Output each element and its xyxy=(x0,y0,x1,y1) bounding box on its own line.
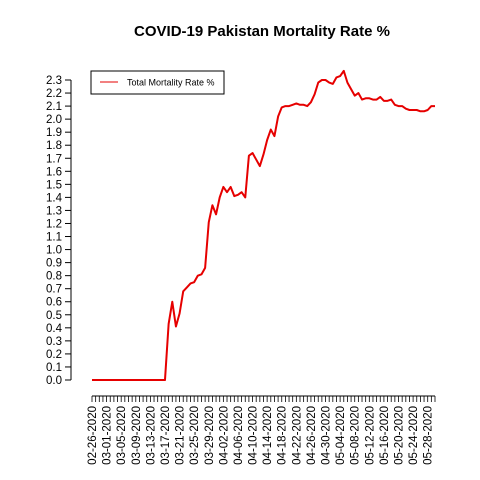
x-tick-label: 04-26-2020 xyxy=(306,406,318,465)
y-tick-label: 0.7 xyxy=(46,284,62,296)
chart-title: COVID-19 Pakistan Mortality Rate % xyxy=(134,23,390,40)
y-tick-label: 1.4 xyxy=(46,192,63,204)
x-tick-label: 04-10-2020 xyxy=(248,406,260,465)
x-tick-label: 03-05-2020 xyxy=(116,406,128,465)
x-tick-label: 05-12-2020 xyxy=(364,406,376,465)
y-tick-label: 0.6 xyxy=(46,297,62,309)
x-tick-label: 04-30-2020 xyxy=(321,406,333,465)
x-tick-label: 04-18-2020 xyxy=(277,406,289,465)
x-tick-label: 03-21-2020 xyxy=(175,406,187,465)
x-tick-label: 05-08-2020 xyxy=(350,406,362,465)
x-tick-label: 04-14-2020 xyxy=(262,406,274,465)
y-tick-label: 0.9 xyxy=(46,258,62,270)
x-tick-label: 05-16-2020 xyxy=(379,406,391,465)
x-tick-label: 03-09-2020 xyxy=(131,406,143,465)
x-tick-label: 03-01-2020 xyxy=(102,406,114,465)
y-tick-label: 1.2 xyxy=(46,218,62,230)
series-layer xyxy=(92,69,435,381)
y-tick-label: 1.8 xyxy=(46,140,62,152)
x-tick-label: 03-17-2020 xyxy=(160,406,172,465)
legend-label: Total Mortality Rate % xyxy=(127,78,215,88)
y-tick-label: 0.3 xyxy=(46,336,62,348)
y-tick-label: 0.5 xyxy=(46,310,62,322)
y-tick-label: 2.0 xyxy=(46,114,62,126)
x-tick-label: 05-24-2020 xyxy=(408,406,420,465)
x-tick-label: 03-25-2020 xyxy=(189,406,201,465)
x-tick-label: 04-02-2020 xyxy=(218,406,230,465)
y-tick-label: 0.1 xyxy=(46,362,62,374)
y-tick-label: 1.3 xyxy=(46,205,62,217)
y-tick-label: 1.7 xyxy=(46,153,62,165)
x-tick-label: 05-04-2020 xyxy=(335,406,347,465)
y-tick-label: 2.3 xyxy=(46,75,62,87)
y-tick-label: 1.1 xyxy=(46,232,62,244)
x-tick-label: 04-06-2020 xyxy=(233,406,245,465)
y-tick-label: 2.2 xyxy=(46,88,62,100)
y-tick-label: 1.6 xyxy=(46,166,62,178)
x-tick-label: 02-26-2020 xyxy=(87,406,99,465)
y-tick-label: 0.4 xyxy=(46,323,63,335)
x-tick-label: 05-20-2020 xyxy=(394,406,406,465)
x-axis: 02-26-2020 03-01-2020 03-05-2020 03-09-2020… xyxy=(87,395,436,465)
y-tick-label: 1.5 xyxy=(46,179,62,191)
y-tick-label: 0.0 xyxy=(46,375,62,387)
legend-box xyxy=(90,70,225,95)
y-tick-label: 0.2 xyxy=(46,349,62,361)
x-tick-label: 05-28-2020 xyxy=(423,406,435,465)
legend: Total Mortality Rate % xyxy=(90,70,225,95)
y-tick-label: 2.1 xyxy=(46,101,62,113)
series-line xyxy=(92,69,435,381)
y-tick-label: 1.9 xyxy=(46,127,62,139)
x-tick-label: 04-22-2020 xyxy=(291,406,303,465)
x-tick-label: 03-29-2020 xyxy=(204,406,216,465)
y-tick-label: 1.0 xyxy=(46,245,62,257)
x-tick-label: 03-13-2020 xyxy=(145,406,157,465)
y-tick-label: 0.8 xyxy=(46,271,62,283)
y-axis: 0.00.10.20.30.40.50.60.70.80.91.01.11.21… xyxy=(46,75,72,387)
